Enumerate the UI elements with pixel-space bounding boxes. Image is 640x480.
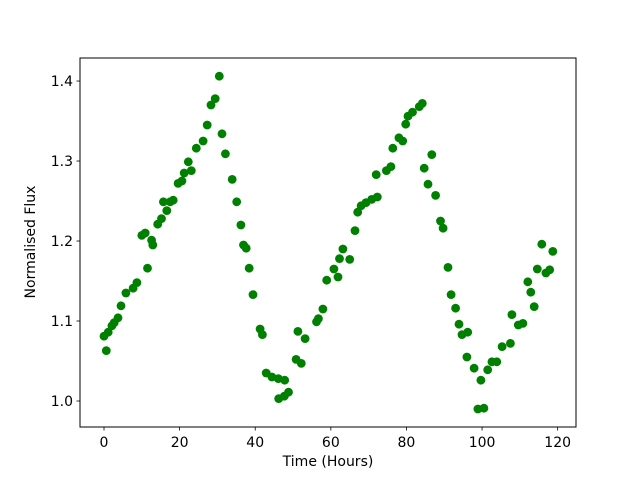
data-point: [227, 175, 237, 184]
data-point: [476, 375, 486, 385]
x-axis-label: Time (Hours): [282, 454, 374, 470]
x-tick-label: 100: [469, 435, 496, 451]
data-point: [183, 157, 193, 167]
data-point: [345, 255, 355, 264]
data-point: [454, 319, 464, 329]
data-point: [280, 375, 290, 385]
data-point: [497, 342, 507, 351]
data-point: [177, 176, 187, 186]
y-tick-label: 1.4: [51, 74, 73, 90]
data-point: [162, 206, 172, 216]
data-point: [350, 226, 360, 236]
data-point: [427, 150, 437, 160]
data-point: [103, 327, 113, 337]
data-point: [372, 192, 382, 202]
data-point: [296, 359, 306, 368]
data-point: [236, 220, 246, 230]
plot-frame: [79, 57, 577, 428]
data-point: [479, 403, 489, 413]
y-tick-label: 1.1: [51, 314, 73, 330]
data-point: [198, 136, 208, 146]
data-point: [545, 265, 555, 275]
data-point: [232, 197, 242, 207]
data-point: [419, 163, 429, 173]
data-point: [463, 327, 473, 337]
x-tick-label: 80: [398, 435, 416, 451]
data-point: [116, 301, 126, 311]
x-tick-label: 20: [171, 435, 189, 451]
data-point: [537, 239, 547, 249]
data-point: [258, 330, 267, 339]
data-point: [408, 107, 417, 117]
data-point: [318, 304, 328, 314]
data-point: [300, 334, 310, 343]
data-point: [284, 387, 293, 397]
y-axis-label: Normalised Flux: [23, 185, 39, 299]
data-point: [217, 129, 227, 139]
data-point: [335, 254, 344, 263]
data-point: [529, 302, 539, 311]
data-point: [293, 327, 303, 336]
data-point: [451, 303, 460, 313]
data-point: [526, 287, 536, 297]
data-point: [121, 288, 131, 298]
data-point: [401, 119, 411, 129]
data-point: [469, 363, 479, 373]
y-tick-label: 1.3: [51, 154, 73, 170]
data-point: [443, 263, 453, 272]
data-point: [186, 166, 196, 176]
data-point: [221, 149, 230, 159]
data-point: [210, 94, 220, 103]
data-point: [206, 100, 216, 110]
data-point: [506, 339, 515, 348]
data-point: [202, 120, 212, 130]
data-point: [314, 314, 323, 323]
data-point: [417, 99, 427, 108]
data-point: [191, 143, 201, 153]
data-point: [157, 214, 166, 224]
y-tick-label: 1.0: [51, 394, 73, 410]
data-point: [431, 191, 440, 200]
data-point: [446, 290, 456, 299]
data-point: [322, 275, 332, 285]
data-point: [436, 216, 445, 226]
data-point: [140, 228, 150, 238]
data-point: [398, 136, 408, 146]
data-point: [462, 352, 472, 362]
x-tick-label: 40: [246, 435, 264, 451]
data-point: [507, 310, 517, 319]
data-point: [143, 263, 152, 273]
y-tick-label: 1.2: [51, 234, 73, 250]
data-point: [548, 247, 558, 256]
x-tick-label: 60: [322, 435, 340, 451]
data-point: [159, 197, 168, 207]
data-point: [523, 277, 533, 287]
data-point: [492, 357, 502, 367]
data-point: [333, 272, 343, 282]
data-point: [101, 346, 111, 355]
data-point: [179, 168, 189, 178]
data-point: [483, 365, 493, 375]
data-point: [532, 264, 542, 274]
data-point: [423, 179, 433, 189]
data-point: [241, 243, 251, 253]
x-tick-label: 0: [100, 435, 109, 451]
data-point: [438, 223, 448, 233]
data-point: [132, 278, 142, 287]
x-tick-label: 120: [544, 435, 571, 451]
data-point: [168, 195, 178, 205]
data-point: [244, 263, 254, 273]
data-point: [371, 170, 381, 180]
data-point: [113, 313, 123, 323]
data-point: [338, 244, 348, 254]
data-point: [248, 290, 258, 299]
data-point: [329, 264, 339, 274]
data-point: [214, 71, 224, 81]
data-point: [386, 162, 396, 172]
data-point: [148, 240, 158, 250]
data-point: [518, 319, 528, 328]
data-point: [388, 143, 398, 153]
